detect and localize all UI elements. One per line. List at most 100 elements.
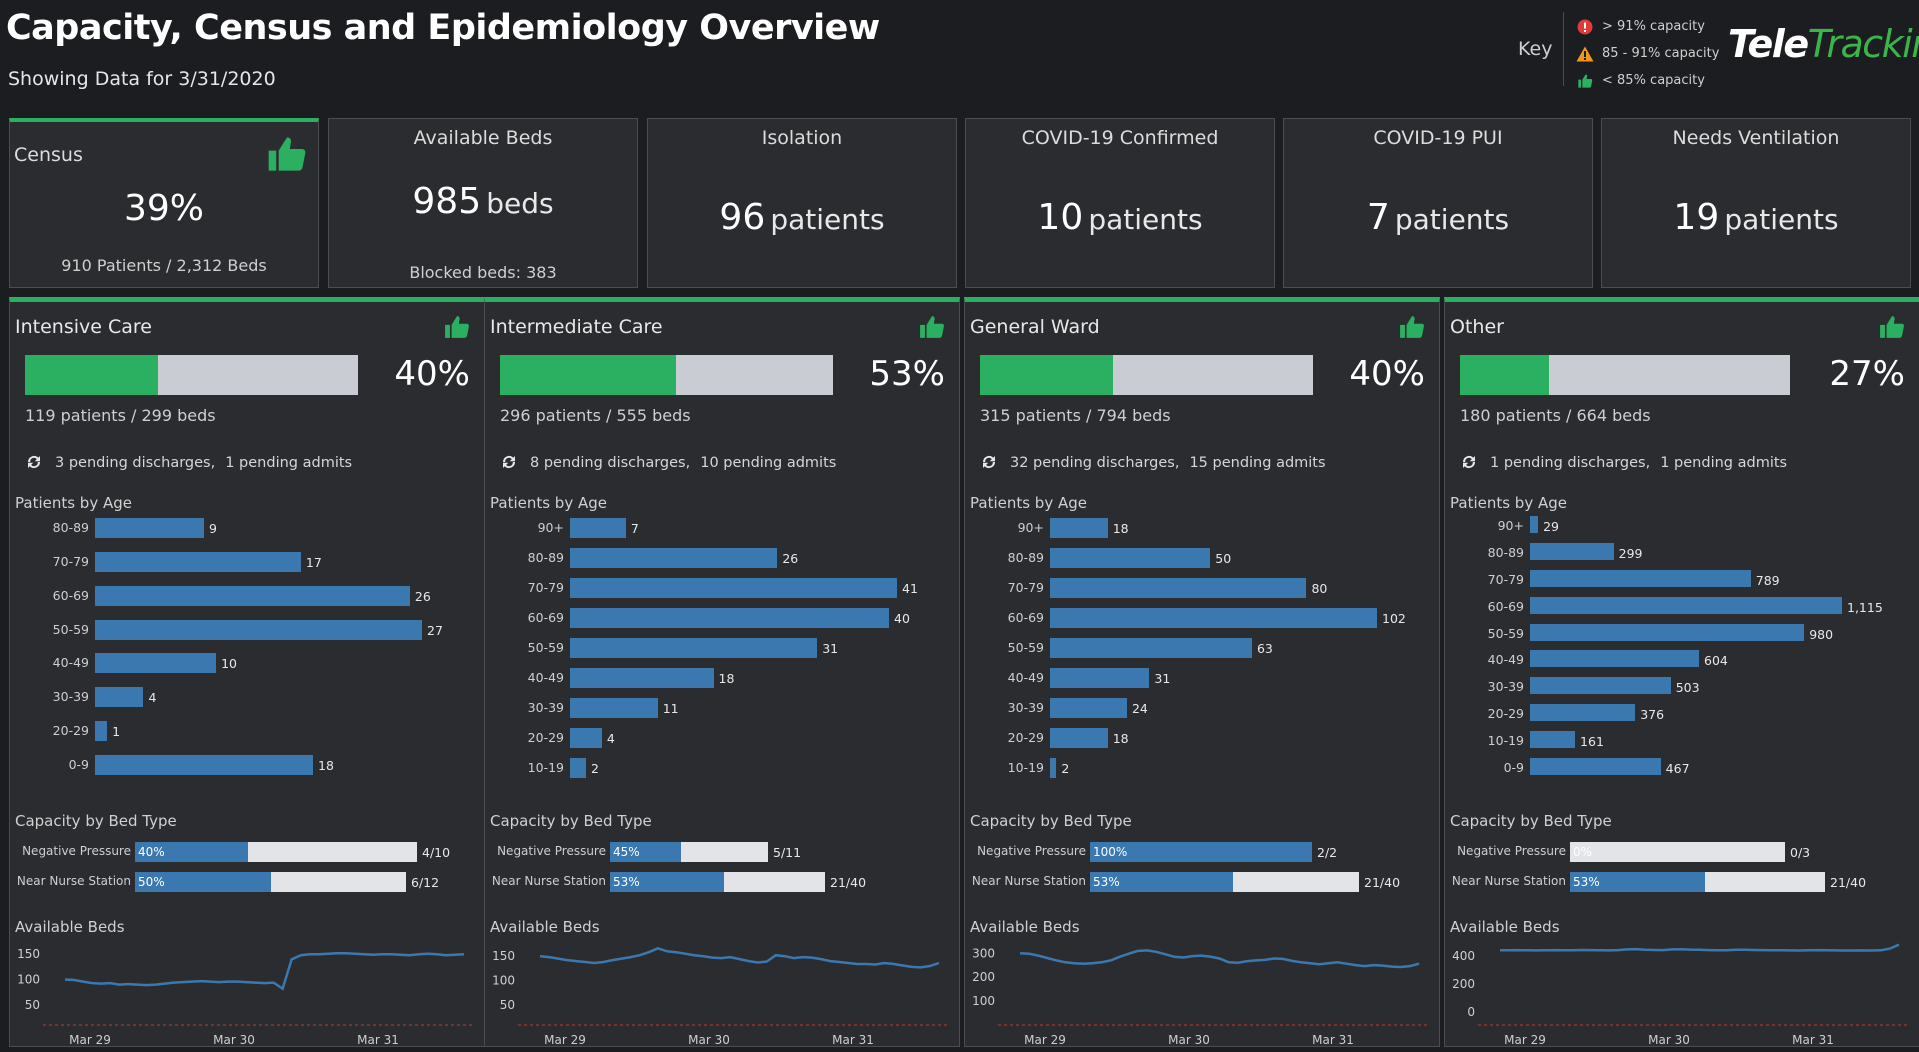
capacity-bar-fill [980,355,1114,395]
age-label: 90+ [537,520,564,535]
census-count: 119 patients / 299 beds [25,406,216,425]
thumbs-up-icon [1399,314,1425,344]
age-row: 70-79 80 [965,578,1441,598]
key-legend: > 91% capacity 85 - 91% capacity < 85% c… [1576,13,1719,94]
age-value: 40 [894,611,910,626]
kpi-title: COVID-19 PUI [1373,127,1503,149]
age-row: 90+ 18 [965,518,1441,538]
age-label: 30-39 [527,700,564,715]
age-label: 80-89 [1007,550,1044,565]
bed-type-row: Near Nurse Station 53% 21/40 [965,872,1439,892]
age-bar [95,585,410,606]
bed-type-section-title: Capacity by Bed Type [1450,812,1612,830]
capacity-percent: 53% [869,354,945,394]
available-beds-chart: 400 200 0 Mar 29 Mar 30 Mar 31 [1452,943,1907,1047]
y-tick-label: 50 [500,998,515,1012]
age-row: 40-49 18 [485,668,961,688]
bed-type-label: Near Nurse Station [971,874,1086,888]
age-row: 0-9 467 [1445,758,1919,778]
age-label: 0-9 [1503,760,1524,775]
age-row: 80-89 50 [965,548,1441,568]
age-label: 70-79 [1007,580,1044,595]
age-value: 467 [1665,761,1690,776]
pending-discharges: 32 pending discharges, [1010,455,1180,471]
age-row: 30-39 24 [965,698,1441,718]
key-label: Key [1518,38,1553,60]
age-bar [1050,698,1127,718]
y-tick-label: 0 [1467,1005,1475,1019]
y-tick-label: 200 [972,970,995,984]
age-bar [1530,569,1751,587]
age-row: 90+ 29 [1445,516,1919,536]
bed-type-percent: 40% [138,845,165,859]
age-row: 40-49 31 [965,668,1441,688]
age-row: 10-19 2 [485,758,961,778]
age-bar [95,619,422,640]
capacity-bar [980,355,1313,395]
kpi-card-covid-confirmed: COVID-19 Confirmed 10 patients [965,118,1275,288]
bed-type-bar-fill [1570,872,1706,892]
x-tick-label: Mar 29 [544,1033,586,1047]
age-value: 503 [1675,680,1700,696]
age-value: 161 [1580,734,1604,750]
age-bar [570,728,602,748]
bed-type-value: 6/12 [411,875,440,890]
age-row: 40-49 604 [1445,650,1919,670]
age-label: 50-59 [1007,640,1044,655]
bed-type-bar: 53% [1090,872,1359,892]
available-beds-title: Available Beds [970,918,1080,936]
age-row: 50-59 31 [485,638,961,658]
age-label: 20-29 [1007,730,1044,745]
bed-type-percent: 0% [1573,845,1593,859]
unit-panel-intensive-care: Intensive Care 40% 119 patients / 299 beds… [9,297,485,1047]
age-bar [1530,650,1699,668]
age-bar [95,687,144,708]
capacity-bar-fill [1460,355,1550,395]
bed-type-percent: 53% [1093,875,1120,889]
bed-type-value: 0/3 [1790,845,1811,860]
unit-panel-intermediate-care: Intermediate Care 53% 296 patients / 555 b… [484,297,960,1047]
pending-admits: 15 pending admits [1189,455,1326,471]
thumbs-up-icon [1576,72,1594,90]
age-bar [570,548,778,568]
bed-type-bar: 50% [135,872,406,892]
age-value: 11 [662,701,679,716]
bed-type-value: 21/40 [1364,875,1401,890]
age-section-title: Patients by Age [490,494,607,512]
pending-status: 1 pending discharges, 1 pending admits [1460,453,1787,473]
kpi-card-isolation: Isolation 96 patients [647,118,957,288]
bed-type-bar-fill [610,872,724,892]
bed-type-bar: 53% [1570,872,1825,892]
thumbs-up-icon [1879,314,1905,344]
age-bar [95,721,108,742]
capacity-percent: 40% [394,354,470,394]
kpi-card-census: Census 39% 910 Patients / 2,312 Beds [9,118,319,288]
capacity-bar [500,355,833,395]
unit-panel-other: Other 27% 180 patients / 664 beds 1 pending… [1444,297,1919,1047]
age-value: 41 [902,581,918,596]
bed-type-bar-fill [135,842,248,862]
kpi-value: 39% [123,188,204,229]
kpi-title: COVID-19 Confirmed [1021,127,1219,149]
teletracking-logo: TeleTracking [1728,22,1919,66]
available-beds-line [1019,949,1420,969]
bed-type-percent: 50% [138,875,165,889]
age-bar [1530,758,1661,775]
age-label: 80-89 [527,550,564,565]
available-beds-line [64,951,465,991]
bed-type-value: 4/10 [422,845,451,860]
age-bar [1050,548,1211,568]
refresh-icon [25,453,45,473]
kpi-value: 7 patients [1366,197,1510,238]
age-row: 60-69 102 [965,608,1441,628]
age-row: 20-29 376 [1445,704,1919,724]
age-bar [95,518,204,538]
age-label: 10-19 [1487,733,1524,749]
age-label: 10-19 [1007,760,1044,775]
x-tick-label: Mar 29 [69,1033,111,1047]
capacity-bar [25,355,358,395]
capacity-percent: 40% [1349,354,1425,394]
age-label: 80-89 [1487,544,1524,560]
bed-type-percent: 100% [1093,845,1128,859]
age-value: 31 [822,641,839,656]
